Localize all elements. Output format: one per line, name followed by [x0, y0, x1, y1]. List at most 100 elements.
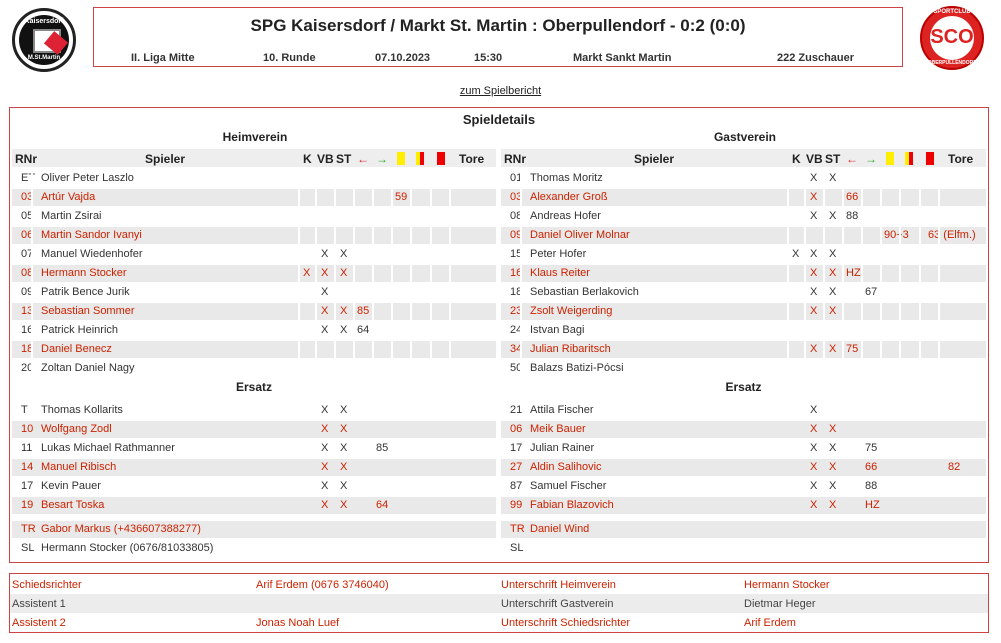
player-number: 13	[21, 305, 34, 317]
cell-separator	[520, 208, 522, 225]
cell-separator	[842, 208, 844, 225]
cell-separator	[804, 284, 806, 301]
cell-separator	[787, 208, 789, 225]
player-number: 05	[21, 210, 34, 222]
vb-mark: X	[810, 404, 818, 416]
officials-row: Schiedsrichter Arif Erdem (0676 3746040) U…	[10, 575, 988, 594]
away-player-row: 24 Istvan Bagi	[501, 322, 986, 339]
cell-separator	[334, 189, 336, 206]
cell-separator	[919, 246, 921, 263]
cell-separator	[315, 341, 317, 358]
st-mark: X	[829, 286, 837, 298]
away-col-in-arrow-icon: →	[865, 152, 877, 166]
cell-separator	[31, 341, 33, 358]
st-mark: X	[829, 172, 837, 184]
cell-separator	[391, 341, 393, 358]
home-yellow-card-icon	[397, 152, 405, 165]
away-column-header	[501, 149, 986, 167]
official-role: Assistent 2	[12, 617, 66, 629]
match-date: 07.10.2023	[375, 52, 431, 64]
home-col-k: K	[303, 152, 312, 166]
cell-separator	[353, 208, 355, 225]
cell-separator	[353, 341, 355, 358]
vb-mark: X	[810, 461, 818, 473]
cell-separator	[372, 208, 374, 225]
player-number: 09	[21, 286, 34, 298]
cell-separator	[520, 189, 522, 206]
cell-separator	[842, 303, 844, 320]
sub-out-minute: 85	[357, 305, 370, 317]
cell-separator	[430, 341, 432, 358]
home-logo-bottom-text: M.St.Martin	[27, 55, 61, 61]
away-logo-ring	[930, 16, 974, 60]
match-report-link[interactable]: zum Spielbericht	[459, 85, 542, 97]
cell-separator	[31, 265, 33, 282]
player-name: Manuel Ribisch	[41, 461, 117, 473]
cell-separator	[804, 322, 806, 339]
cell-separator	[880, 170, 882, 187]
vb-mark: X	[321, 305, 329, 317]
cell-separator	[899, 170, 901, 187]
away-red-card-icon	[926, 152, 934, 165]
away-player-row: 16 Klaus Reiter X X HZ	[501, 265, 986, 282]
cell-separator	[804, 265, 806, 282]
cell-separator	[899, 265, 901, 282]
cell-separator	[298, 265, 300, 282]
away-player-row: 34 Julian Ribaritsch X X 75	[501, 341, 986, 358]
vb-mark: X	[321, 324, 329, 336]
away-player-row: 01 Thomas Moritz X X	[501, 170, 986, 187]
official-name: Arif Erdem (0676 3746040)	[256, 579, 389, 591]
attendance: 222 Zuschauer	[777, 52, 855, 64]
cell-separator	[899, 227, 901, 244]
cell-separator	[410, 322, 412, 339]
player-name: Manuel Wiedenhofer	[41, 248, 143, 260]
cell-separator	[410, 189, 412, 206]
cell-separator	[842, 360, 844, 377]
home-player-row: 13 Sebastian Sommer X X 85	[12, 303, 496, 320]
st-mark: X	[340, 442, 348, 454]
home-col-goals: Tore	[459, 152, 485, 166]
player-name: Daniel Benecz	[41, 343, 112, 355]
cell-separator	[410, 227, 412, 244]
cell-separator	[919, 303, 921, 320]
away-col-goals: Tore	[948, 152, 974, 166]
player-number: 27	[510, 461, 523, 473]
player-name: Sebastian Sommer	[41, 305, 135, 317]
cell-separator	[520, 170, 522, 187]
cell-separator	[787, 341, 789, 358]
cell-separator	[787, 246, 789, 263]
round: 10. Runde	[263, 52, 316, 64]
away-lineup: RNr Spieler K VB ST ← → Tore 01 Thomas Moritz X X 03…	[10, 108, 988, 562]
vb-mark: X	[810, 480, 818, 492]
cell-separator	[919, 208, 921, 225]
cell-separator	[880, 227, 882, 244]
cell-separator	[353, 227, 355, 244]
home-staff-row: SL Hermann Stocker (0676/81033805)	[12, 540, 496, 557]
cell-separator	[31, 360, 33, 377]
officials-row: Assistent 1 Unterschrift Gastverein Dietma…	[10, 594, 988, 613]
cell-separator	[899, 341, 901, 358]
home-col-st: ST	[336, 152, 352, 166]
cell-separator	[372, 322, 374, 339]
vb-mark: X	[810, 305, 818, 317]
cell-separator	[861, 360, 863, 377]
cell-separator	[449, 322, 451, 339]
player-number: 34	[510, 343, 523, 355]
sub-in-minute: HZ	[865, 499, 880, 511]
away-sub-row: 27 Aldin Salihovic X X 66 82	[501, 459, 986, 476]
vb-mark: X	[810, 499, 818, 511]
player-number: 21	[510, 404, 523, 416]
player-number: 07	[21, 248, 34, 260]
cell-separator	[31, 284, 33, 301]
player-number: 23	[510, 305, 523, 317]
player-name: Attila Fischer	[530, 404, 594, 416]
cell-separator	[410, 303, 412, 320]
cell-separator	[938, 341, 940, 358]
yellow-card-minute: 90+3	[884, 229, 909, 241]
vb-mark: X	[321, 461, 329, 473]
cell-separator	[410, 208, 412, 225]
cell-separator	[787, 265, 789, 282]
cell-separator	[334, 322, 336, 339]
player-name: Kevin Pauer	[41, 480, 101, 492]
match-time: 15:30	[474, 52, 503, 64]
